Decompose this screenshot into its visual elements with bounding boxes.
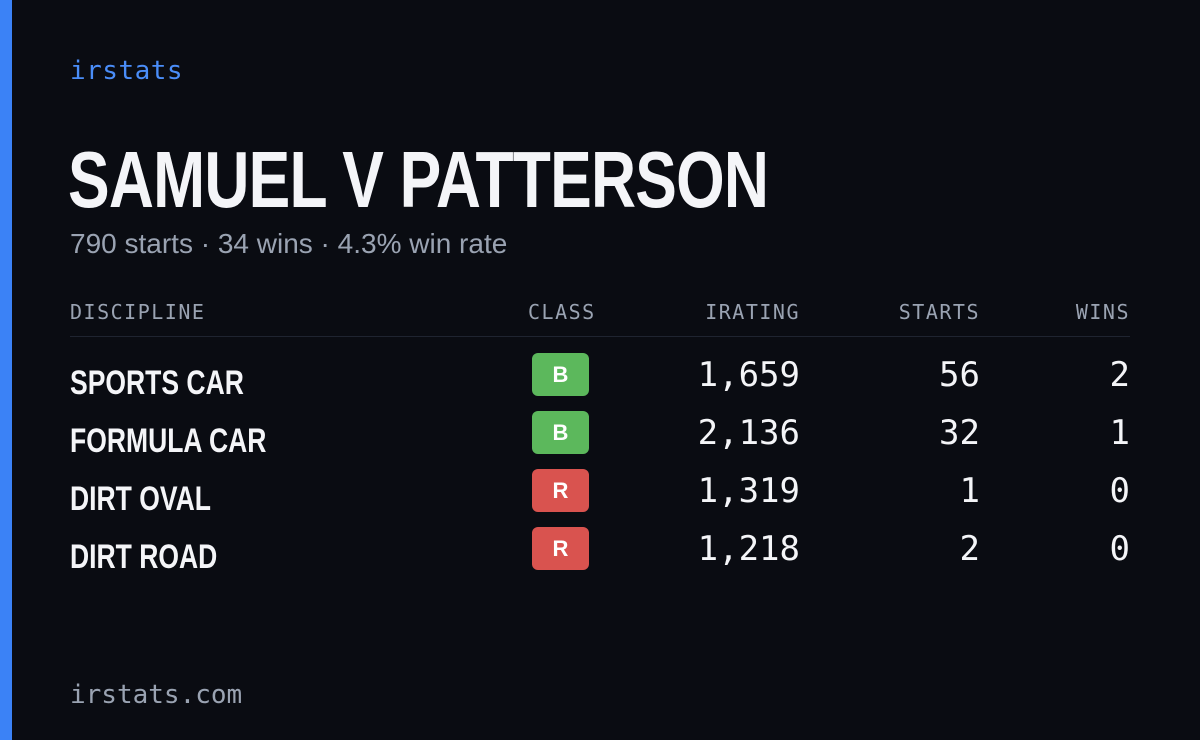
header-wins: WINS bbox=[1075, 300, 1130, 324]
irating-value: 1,319 bbox=[697, 471, 800, 511]
table-body: SPORTS CAR B 1,659 56 2 FORMULA CAR B 2,… bbox=[70, 337, 1130, 585]
brand-logo: irstats bbox=[70, 56, 184, 86]
accent-bar bbox=[0, 0, 12, 740]
discipline-name: DIRT ROAD bbox=[70, 538, 218, 576]
wins-value: 0 bbox=[1109, 529, 1130, 569]
table-row: DIRT OVAL R 1,319 1 0 bbox=[70, 469, 1130, 527]
irating-value: 2,136 bbox=[697, 413, 800, 453]
header-irating: IRATING bbox=[705, 300, 800, 324]
starts-value: 32 bbox=[939, 413, 980, 453]
wins-value: 2 bbox=[1109, 355, 1130, 395]
wins-value: 0 bbox=[1109, 471, 1130, 511]
discipline-name: SPORTS CAR bbox=[70, 364, 244, 402]
class-badge: R bbox=[532, 527, 589, 570]
starts-value: 2 bbox=[959, 529, 980, 569]
class-badge: B bbox=[532, 411, 589, 454]
discipline-table: DISCIPLINE CLASS IRATING STARTS WINS SPO… bbox=[70, 298, 1130, 585]
irating-value: 1,218 bbox=[697, 529, 800, 569]
discipline-name: DIRT OVAL bbox=[70, 480, 211, 518]
driver-name: SAMUEL V PATTERSON bbox=[68, 135, 769, 224]
class-badge: B bbox=[532, 353, 589, 396]
irating-value: 1,659 bbox=[697, 355, 800, 395]
table-header: DISCIPLINE CLASS IRATING STARTS WINS bbox=[70, 298, 1130, 337]
wins-value: 1 bbox=[1109, 413, 1130, 453]
class-badge: R bbox=[532, 469, 589, 512]
table-row: SPORTS CAR B 1,659 56 2 bbox=[70, 353, 1130, 411]
starts-value: 1 bbox=[959, 471, 980, 511]
starts-value: 56 bbox=[939, 355, 980, 395]
discipline-name: FORMULA CAR bbox=[70, 422, 267, 460]
header-discipline: DISCIPLINE bbox=[70, 300, 206, 324]
footer-url: irstats.com bbox=[70, 680, 243, 710]
table-row: FORMULA CAR B 2,136 32 1 bbox=[70, 411, 1130, 469]
driver-summary: 790 starts · 34 wins · 4.3% win rate bbox=[70, 228, 508, 259]
table-row: DIRT ROAD R 1,218 2 0 bbox=[70, 527, 1130, 585]
header-class: CLASS bbox=[528, 300, 596, 324]
header-starts: STARTS bbox=[898, 300, 980, 324]
